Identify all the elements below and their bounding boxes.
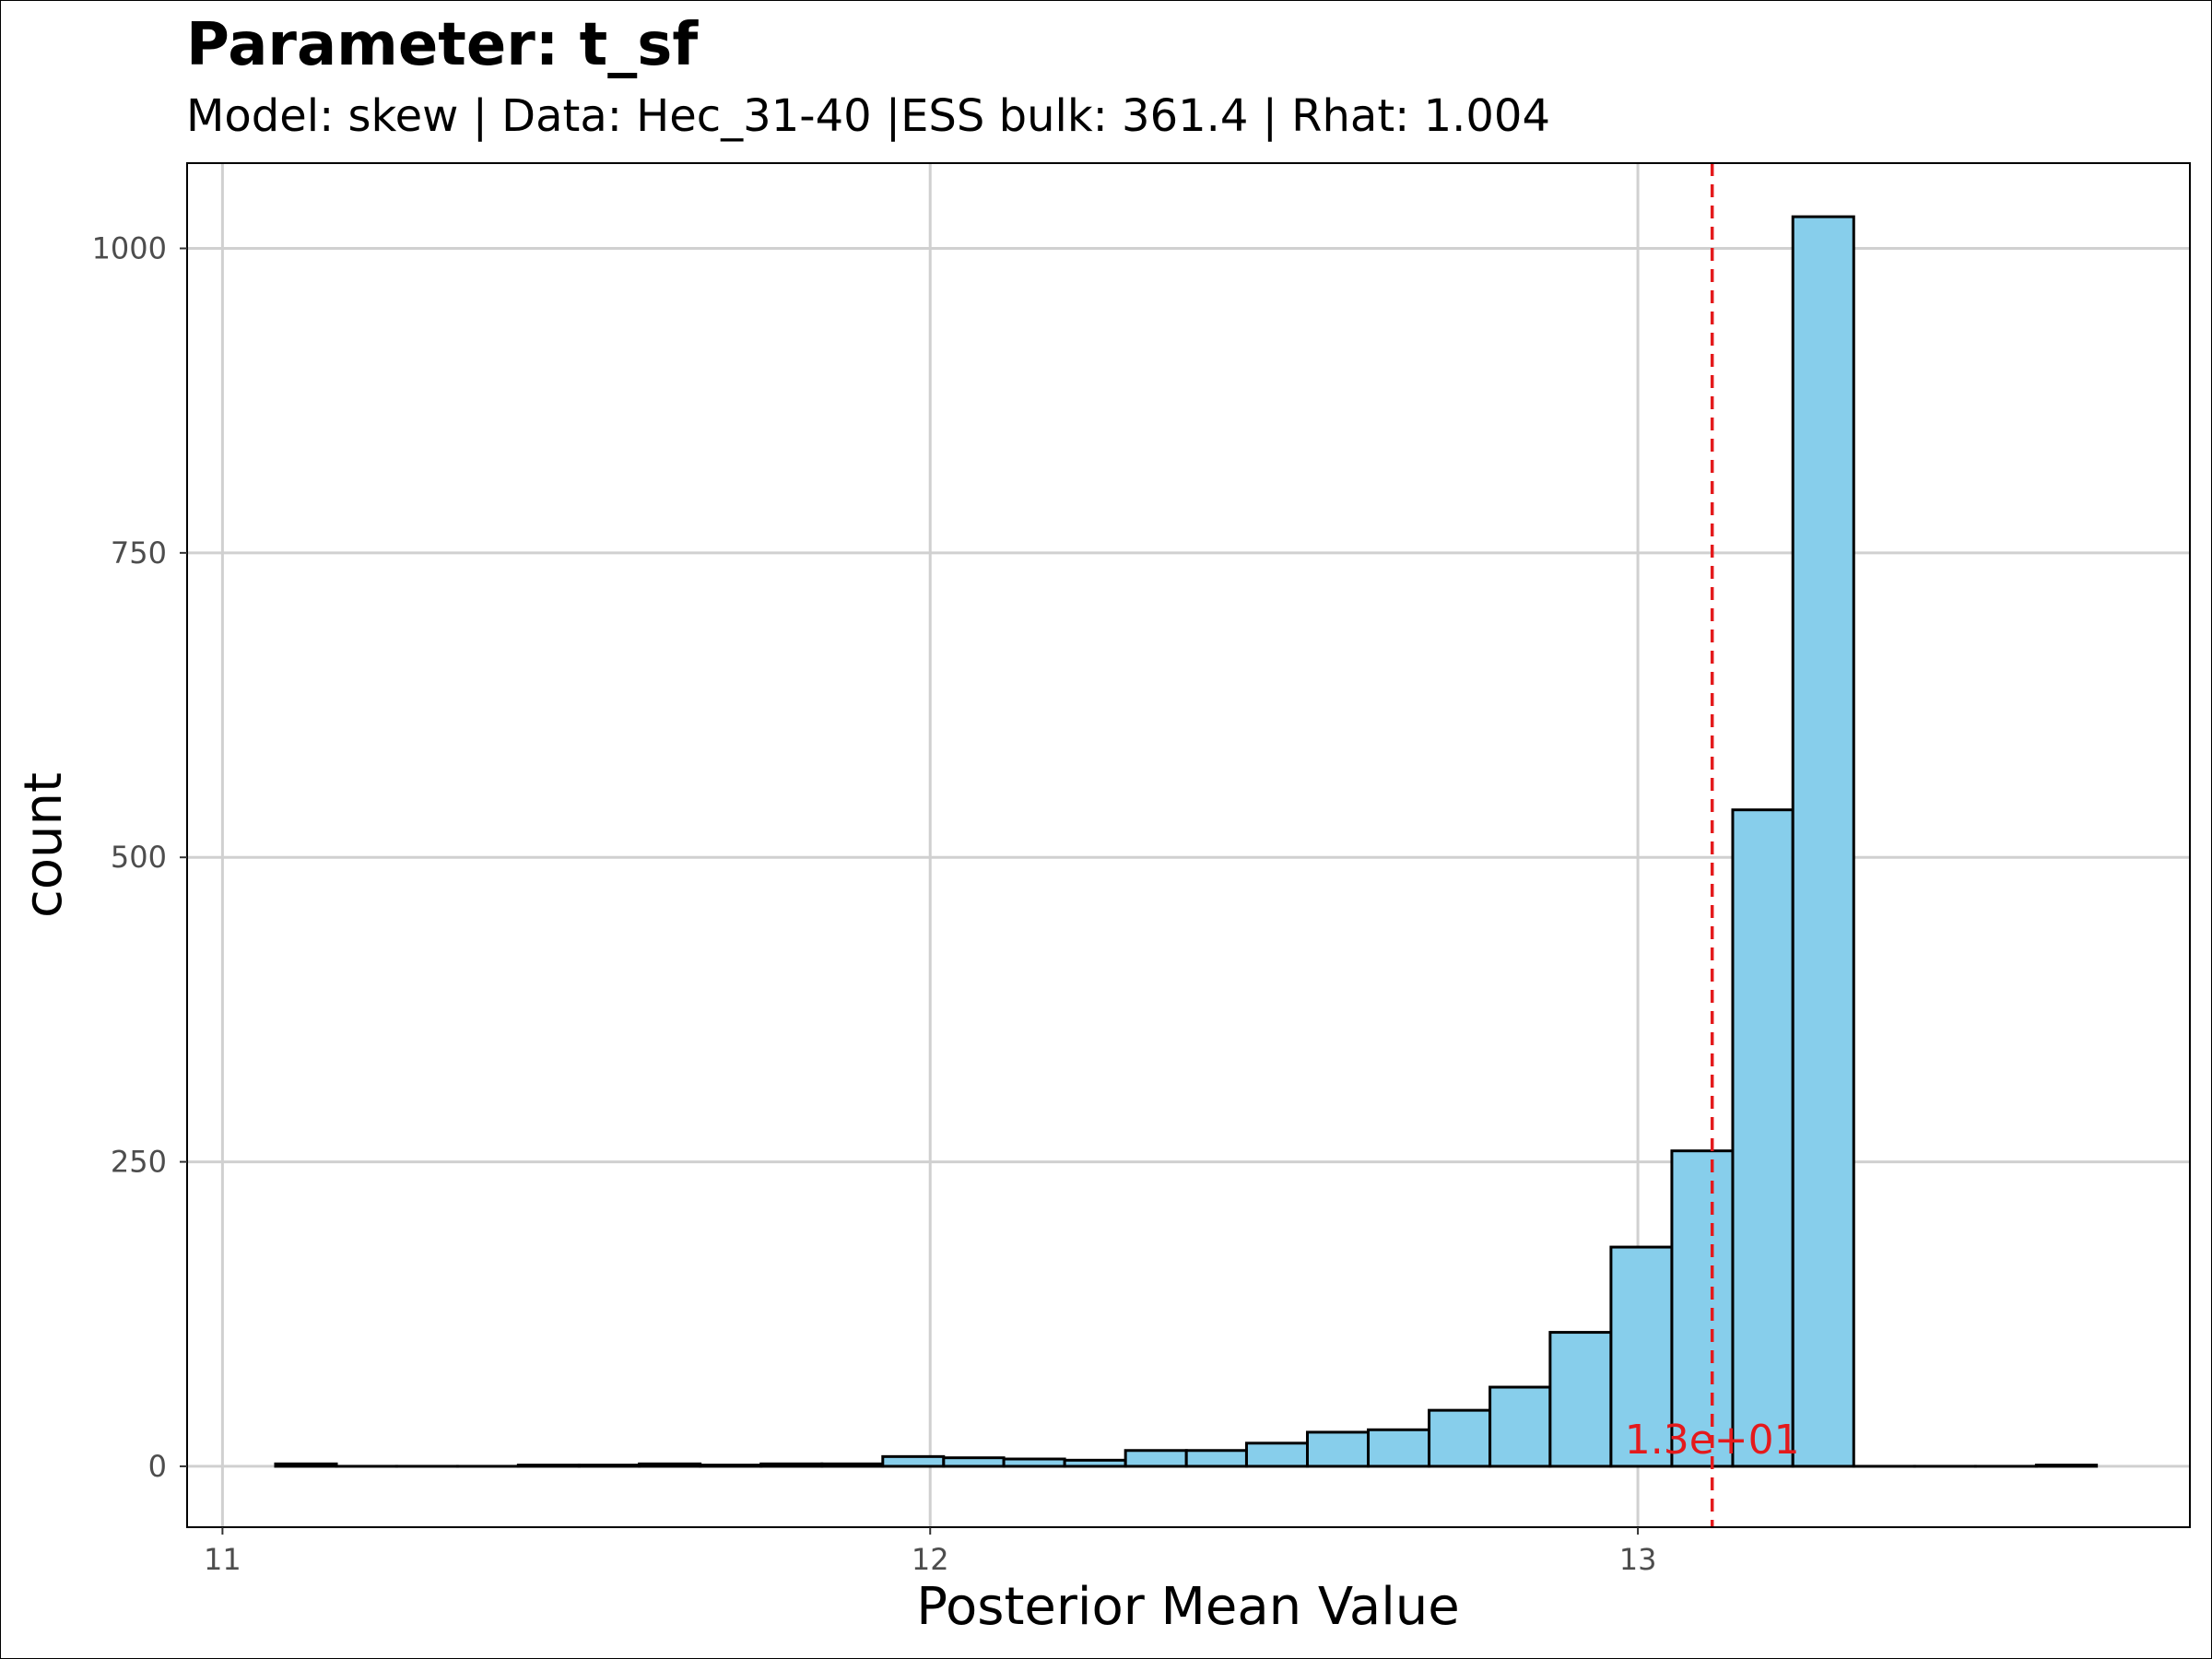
- histogram-bar-21: [1548, 1331, 1613, 1468]
- reference-line-label: 1.3e+01: [1625, 1417, 1800, 1464]
- histogram-bar-24: [1731, 808, 1794, 1468]
- histogram-bar-29: [2034, 1464, 2099, 1468]
- histogram-bar-17: [1305, 1430, 1371, 1468]
- x-axis-ticks: 11 12 13: [204, 1527, 1656, 1577]
- histogram-bar-4: [516, 1464, 581, 1468]
- histogram-bars: [274, 215, 2099, 1468]
- histogram-bar-16: [1244, 1441, 1309, 1468]
- histogram-bar-10: [881, 1454, 946, 1468]
- x-tick-label-13: 13: [1619, 1542, 1657, 1577]
- y-axis-label: count: [14, 772, 74, 918]
- histogram-bar-8: [759, 1462, 824, 1468]
- histogram-bar-12: [1002, 1457, 1066, 1468]
- x-axis-label: Posterior Mean Value: [916, 1577, 1459, 1637]
- histogram-bar-11: [942, 1456, 1006, 1468]
- histogram-bar-20: [1488, 1385, 1552, 1468]
- histogram-bar-7: [699, 1464, 763, 1468]
- y-tick-label-0: 0: [148, 1449, 167, 1484]
- y-tick-label-750: 750: [111, 535, 167, 571]
- histogram-bar-5: [577, 1464, 641, 1468]
- chart-title: Parameter: t_sf: [186, 11, 699, 79]
- grid-lines: [187, 163, 2190, 1527]
- x-tick-label-12: 12: [912, 1542, 949, 1577]
- histogram-bar-13: [1063, 1458, 1127, 1468]
- y-axis-ticks: 0 250 500 750 1000: [92, 231, 187, 1484]
- histogram-bar-9: [820, 1462, 885, 1468]
- histogram-bar-15: [1184, 1449, 1248, 1468]
- panel-border: [186, 162, 2191, 1528]
- histogram-bar-6: [638, 1462, 702, 1468]
- reference-line-group: 1.3e+01: [1625, 163, 1800, 1527]
- y-tick-label-500: 500: [111, 840, 167, 875]
- chart-subtitle: Model: skew | Data: Hec_31-40 |ESS bulk:…: [186, 90, 1550, 142]
- histogram-bar-14: [1124, 1449, 1188, 1468]
- y-tick-label-250: 250: [111, 1145, 167, 1180]
- histogram-bar-19: [1428, 1408, 1492, 1468]
- y-tick-label-1000: 1000: [92, 231, 167, 266]
- histogram-bar-18: [1367, 1428, 1431, 1468]
- histogram-bar-0: [274, 1462, 338, 1468]
- x-tick-label-11: 11: [204, 1542, 241, 1577]
- histogram-bar-22: [1609, 1245, 1674, 1468]
- histogram-bar-25: [1791, 215, 1855, 1468]
